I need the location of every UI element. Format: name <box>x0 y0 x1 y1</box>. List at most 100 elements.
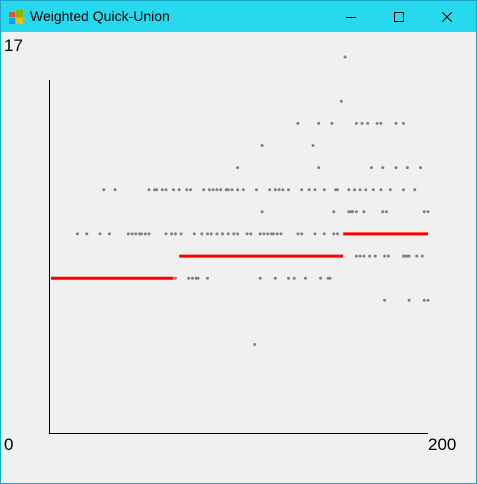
data-point <box>374 255 377 258</box>
data-point <box>332 232 335 235</box>
data-point <box>329 277 332 280</box>
data-point <box>419 166 422 169</box>
data-point <box>381 210 384 213</box>
data-point <box>313 232 316 235</box>
close-icon <box>442 12 452 22</box>
data-point <box>323 188 326 191</box>
data-point <box>355 122 358 125</box>
data-point <box>261 210 264 213</box>
data-point <box>323 232 326 235</box>
data-point <box>253 343 256 346</box>
data-point <box>408 299 411 302</box>
data-point <box>200 232 203 235</box>
data-point <box>232 232 235 235</box>
data-point <box>287 188 290 191</box>
data-point <box>317 166 320 169</box>
data-point <box>227 232 230 235</box>
minimize-icon <box>346 12 356 22</box>
data-point <box>221 232 224 235</box>
data-point <box>355 255 358 258</box>
data-point <box>364 188 367 191</box>
data-point <box>185 188 188 191</box>
data-point <box>379 122 382 125</box>
app-icon <box>8 9 24 25</box>
data-point <box>300 188 303 191</box>
data-point <box>155 188 158 191</box>
data-point <box>376 122 379 125</box>
data-point <box>191 277 194 280</box>
minimize-button[interactable] <box>328 1 374 32</box>
data-point <box>359 255 362 258</box>
data-point <box>259 232 262 235</box>
data-point <box>296 122 299 125</box>
scatter-plot <box>1 32 476 483</box>
data-point <box>231 188 234 191</box>
data-point <box>340 100 343 103</box>
data-point <box>215 188 218 191</box>
data-point <box>383 299 386 302</box>
data-point <box>276 232 279 235</box>
close-button[interactable] <box>424 1 470 32</box>
data-point <box>227 188 230 191</box>
data-point <box>413 188 416 191</box>
data-point <box>359 188 362 191</box>
data-point <box>332 210 335 213</box>
data-point <box>395 166 398 169</box>
data-point <box>259 277 262 280</box>
data-point <box>368 255 371 258</box>
data-point <box>406 166 409 169</box>
data-point <box>140 232 143 235</box>
data-point <box>246 232 249 235</box>
data-point <box>383 255 386 258</box>
data-point <box>353 188 356 191</box>
data-point <box>293 277 296 280</box>
data-point <box>372 188 375 191</box>
data-point <box>255 188 258 191</box>
data-point <box>170 232 173 235</box>
title-bar[interactable]: Weighted Quick-Union <box>1 1 476 32</box>
data-point <box>178 188 181 191</box>
data-point <box>174 277 177 280</box>
data-point <box>236 166 239 169</box>
data-point <box>402 122 405 125</box>
data-point <box>148 232 151 235</box>
data-point <box>319 277 322 280</box>
data-point <box>387 255 390 258</box>
data-point <box>261 144 264 147</box>
data-point <box>161 188 164 191</box>
data-point <box>108 232 111 235</box>
data-point <box>274 277 277 280</box>
data-point <box>197 277 200 280</box>
data-point <box>172 188 175 191</box>
data-point <box>76 232 79 235</box>
data-point <box>114 188 117 191</box>
data-point <box>336 232 339 235</box>
data-point <box>268 188 271 191</box>
data-point <box>280 232 283 235</box>
data-point <box>263 232 266 235</box>
data-point <box>174 232 177 235</box>
data-point <box>274 188 277 191</box>
data-point <box>180 232 183 235</box>
data-point <box>165 188 168 191</box>
data-point <box>366 122 369 125</box>
data-point <box>421 255 424 258</box>
data-point <box>408 255 411 258</box>
data-point <box>385 210 388 213</box>
data-point <box>187 277 190 280</box>
data-point <box>102 188 105 191</box>
data-point <box>344 56 347 59</box>
data-point <box>389 188 392 191</box>
data-point <box>355 210 358 213</box>
data-point <box>281 188 284 191</box>
maximize-button[interactable] <box>376 1 422 32</box>
data-point <box>313 188 316 191</box>
data-point <box>236 188 239 191</box>
data-point <box>381 166 384 169</box>
data-point <box>242 188 245 191</box>
data-point <box>272 232 275 235</box>
data-point <box>415 255 418 258</box>
data-point <box>362 210 365 213</box>
data-point <box>362 255 365 258</box>
